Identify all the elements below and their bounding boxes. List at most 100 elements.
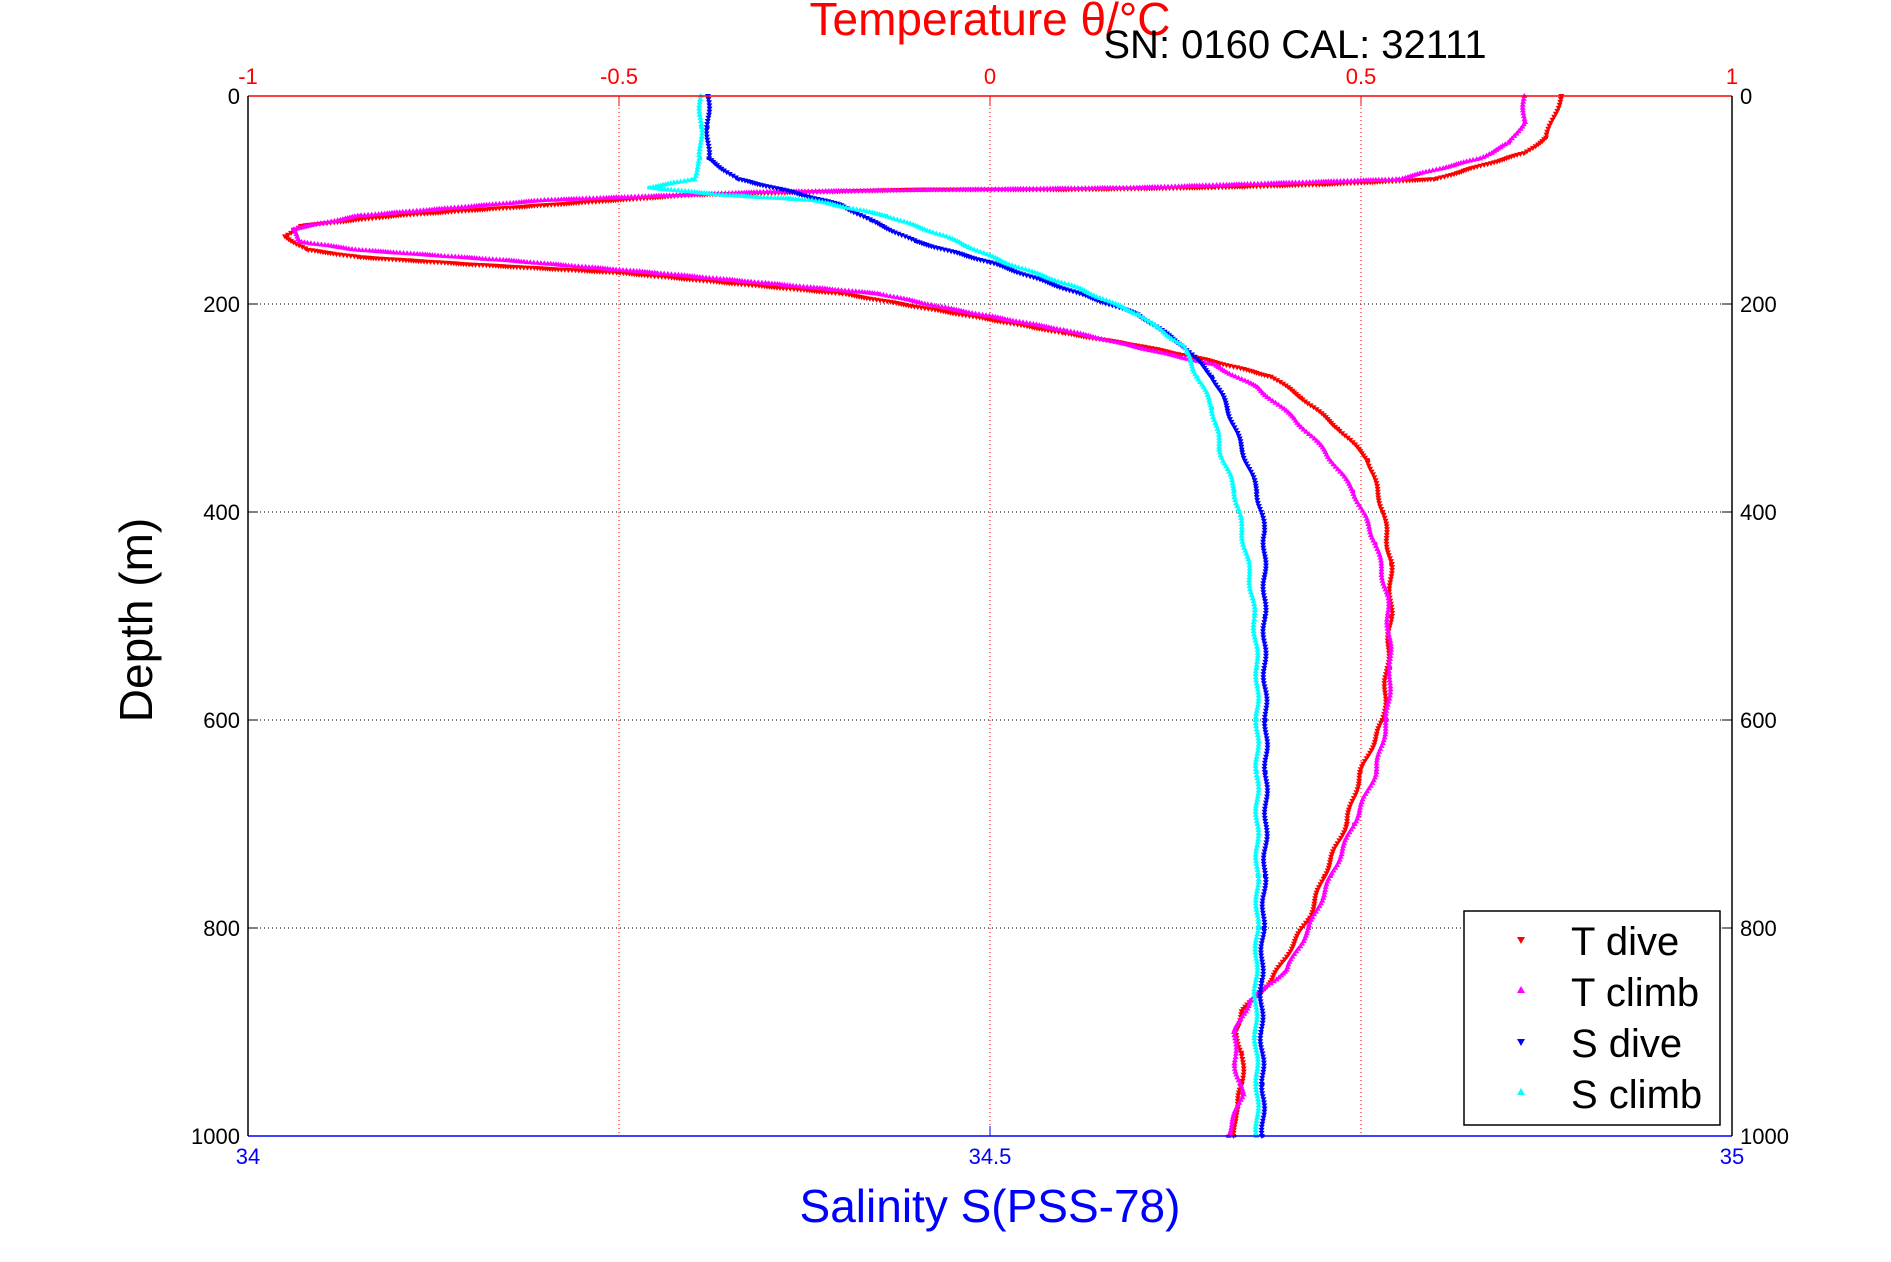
data-point (706, 125, 710, 129)
data-point (1264, 770, 1268, 774)
data-point (1307, 916, 1311, 920)
data-point (877, 292, 881, 296)
data-point (1218, 448, 1222, 452)
data-point (1374, 770, 1378, 774)
data-point (1307, 926, 1311, 930)
y-tick-left-label: 400 (203, 500, 240, 525)
y-tick-right-label: 0 (1740, 84, 1752, 109)
x-top-tick-label: -0.5 (600, 64, 638, 89)
data-series (281, 93, 1565, 1139)
data-point (1270, 375, 1274, 379)
data-point (1351, 489, 1356, 493)
data-point (1292, 416, 1296, 420)
data-point (1233, 1061, 1237, 1065)
data-point (1233, 1030, 1237, 1034)
data-point (1264, 822, 1268, 826)
data-point (1211, 406, 1215, 410)
y-tick-left-label: 0 (228, 84, 240, 109)
data-point (721, 193, 725, 197)
data-point (884, 214, 888, 218)
data-point (765, 281, 770, 285)
data-point (1136, 312, 1140, 316)
data-point (1329, 874, 1333, 878)
y-tick-right-label: 400 (1740, 500, 1777, 525)
bottom-axis-title: Salinity S(PSS-78) (800, 1180, 1181, 1232)
data-point (1262, 531, 1267, 535)
data-point (290, 227, 295, 231)
data-point (298, 240, 302, 244)
data-point (988, 260, 992, 264)
data-point (1322, 448, 1326, 452)
data-point (951, 307, 955, 311)
data-point (1300, 396, 1304, 400)
data-point (728, 281, 732, 285)
data-point (543, 203, 547, 207)
data-point (1255, 718, 1259, 722)
data-point (1389, 666, 1393, 670)
legend-marker-s-climb (1517, 1088, 1525, 1095)
data-point (469, 262, 473, 267)
data-point (1433, 177, 1437, 181)
data-point (283, 234, 287, 238)
data-point (706, 156, 710, 160)
legend-marker-s-dive (1517, 1039, 1525, 1046)
data-point (810, 198, 814, 202)
legend-label-s-climb: S climb (1571, 1073, 1702, 1117)
y-tick-left-label: 1000 (191, 1124, 240, 1149)
legend-marker-t-climb (1517, 986, 1525, 993)
data-point (1248, 572, 1252, 577)
data-point (1062, 328, 1066, 332)
data-point (988, 318, 992, 322)
data-point (394, 214, 398, 218)
plot-axes (247, 95, 1733, 1137)
data-point (1262, 874, 1267, 878)
data-point (1255, 926, 1259, 930)
legend-label-s-dive: S dive (1571, 1022, 1682, 1066)
legend-entry-s-dive: S dive (1517, 1022, 1682, 1066)
legend-marker-t-dive (1517, 937, 1525, 944)
data-point (1344, 822, 1348, 826)
data-point (647, 185, 651, 190)
data-point (1255, 385, 1259, 389)
data-point (1255, 770, 1259, 774)
legend: T dive T climb S dive S climb (1463, 910, 1721, 1126)
data-point (869, 219, 873, 223)
data-point (1261, 1082, 1265, 1086)
x-top-tick-label: 0 (984, 64, 996, 89)
y-tick-left-label: 200 (203, 292, 240, 317)
data-point (1552, 115, 1556, 119)
data-point (1261, 926, 1265, 930)
y-tick-right-label: 600 (1740, 708, 1777, 733)
data-point (899, 302, 903, 306)
data-point (1262, 614, 1267, 618)
data-point (506, 258, 510, 262)
legend-box (1463, 910, 1721, 1126)
y-tick-left-label: 600 (203, 708, 240, 733)
data-point (1262, 666, 1267, 670)
data-point (543, 198, 547, 202)
data-point (1262, 572, 1267, 577)
data-point (1255, 874, 1259, 878)
data-point (1322, 874, 1326, 878)
data-point (654, 271, 658, 275)
data-point (699, 156, 703, 160)
data-point (1255, 489, 1259, 493)
data-point (1240, 448, 1244, 452)
data-point (691, 177, 695, 181)
data-point (1522, 120, 1526, 124)
legend-label-t-climb: T climb (1571, 971, 1699, 1015)
data-point (1385, 593, 1389, 597)
data-point (1351, 822, 1356, 826)
legend-entry-s-climb: S climb (1517, 1073, 1702, 1117)
y-tick-right-label: 1000 (1740, 1124, 1789, 1149)
data-point (1240, 1092, 1244, 1096)
x-bottom-tick-label: 35 (1720, 1144, 1744, 1169)
data-point (1077, 286, 1081, 290)
data-point (1003, 260, 1007, 264)
data-point (357, 214, 361, 218)
data-point (1254, 1030, 1258, 1034)
data-point (765, 190, 770, 194)
data-point (1240, 1051, 1244, 1055)
series-t-climb (290, 93, 1529, 1138)
